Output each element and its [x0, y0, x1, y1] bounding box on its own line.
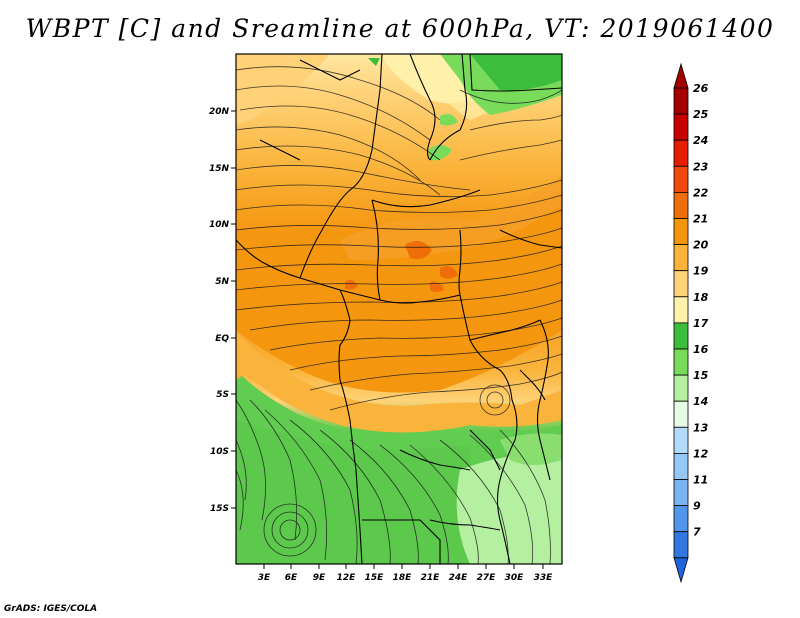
color-bar: 26 25 24 23 22 21 20 19 18 17 16 15 14 13 12 11 9 7 [673, 62, 709, 584]
lat-label-5s: 5S [216, 390, 229, 400]
colorbar-label: 17 [693, 317, 709, 330]
wbpt-field [236, 54, 562, 564]
lon-label-9e: 9E [313, 573, 326, 583]
lat-label-10s: 10S [210, 447, 229, 457]
country-borders [236, 54, 562, 564]
colorbar-label: 22 [693, 186, 709, 199]
colorbar-label: 21 [693, 213, 708, 226]
colorbar-swatch [673, 296, 689, 324]
lon-label-21e: 21E [421, 573, 441, 583]
lon-label-12e: 12E [337, 573, 357, 583]
lon-ticks [263, 564, 544, 569]
colorbar-top-arrow [673, 62, 689, 89]
colorbar-label: 9 [693, 500, 701, 513]
colorbar-label: 13 [693, 421, 709, 434]
lon-label-18e: 18E [393, 573, 413, 583]
colorbar-swatch [673, 400, 689, 428]
streamlines [236, 66, 562, 564]
lon-label-27e: 27E [477, 573, 497, 583]
colorbar-swatch [673, 426, 689, 454]
colorbar-swatch [673, 505, 689, 533]
colorbar-label: 19 [693, 265, 709, 278]
colorbar-swatch [673, 452, 689, 480]
lon-label-24e: 24E [449, 573, 469, 583]
colorbar-swatch [673, 218, 689, 246]
lon-label-3e: 3E [258, 573, 271, 583]
colorbar-swatch [673, 348, 689, 376]
colorbar-swatch [673, 113, 689, 141]
colorbar-swatch [673, 191, 689, 219]
lat-label-20n: 20N [209, 107, 230, 117]
colorbar-swatch [673, 531, 689, 559]
lat-label-5n: 5N [215, 277, 229, 287]
lat-label-15s: 15S [210, 504, 229, 514]
lon-label-30e: 30E [505, 573, 525, 583]
lon-label-33e: 33E [534, 573, 554, 583]
colorbar-swatch [673, 374, 689, 402]
colorbar-label: 18 [693, 291, 709, 304]
colorbar-label: 16 [693, 343, 709, 356]
colorbar-swatch [673, 165, 689, 193]
lon-label-6e: 6E [285, 573, 298, 583]
colorbar-swatch [673, 244, 689, 272]
colorbar-swatch [673, 270, 689, 298]
colorbar-label: 26 [693, 82, 709, 95]
colorbar-bottom-arrow [673, 557, 689, 584]
colorbar-label: 14 [693, 395, 708, 408]
colorbar-label: 23 [693, 160, 709, 173]
lat-ticks [231, 110, 236, 509]
colorbar-swatch [673, 479, 689, 507]
map-frame [235, 53, 563, 565]
lon-label-15e: 15E [365, 573, 385, 583]
lat-label-15n: 15N [209, 164, 230, 174]
colorbar-swatch [673, 87, 689, 115]
colorbar-swatch [673, 322, 689, 350]
map-title: WBPT [C] and Sreamline at 600hPa, VT: 20… [25, 14, 775, 43]
colorbar-label: 12 [693, 447, 709, 460]
colorbar-label: 11 [693, 474, 708, 487]
colorbar-label: 7 [693, 526, 701, 539]
lat-label-10n: 10N [209, 220, 230, 230]
colorbar-label: 20 [693, 239, 709, 252]
colorbar-swatch [673, 139, 689, 167]
colorbar-label: 15 [693, 369, 709, 382]
lat-label-eq: EQ [215, 334, 229, 344]
footer-credit: GrADS: IGES/COLA [4, 604, 98, 614]
colorbar-label: 25 [693, 108, 709, 121]
colorbar-label: 24 [693, 134, 708, 147]
